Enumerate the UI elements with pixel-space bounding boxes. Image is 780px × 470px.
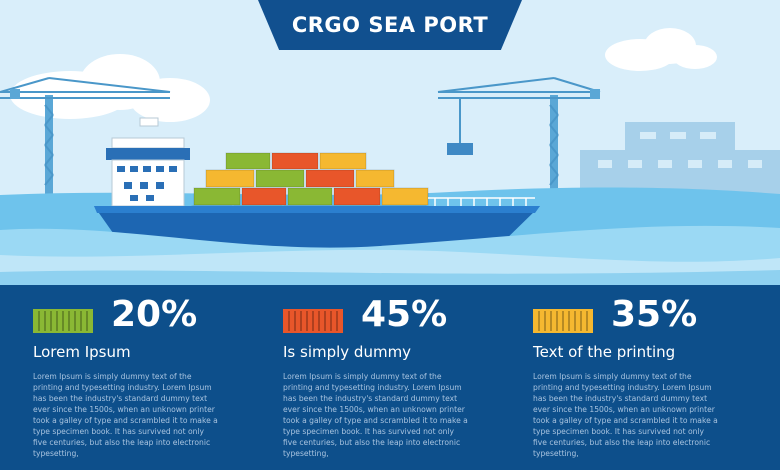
- building-icon: [580, 122, 780, 195]
- cloud-icon: [10, 28, 717, 122]
- container-icon: [533, 309, 593, 333]
- stats-panel: 20% Lorem Ipsum Lorem Ipsum is simply du…: [0, 285, 780, 470]
- crane-icon: [437, 77, 601, 195]
- stat-label: Is simply dummy: [283, 343, 412, 361]
- stat-block-3: 35% Text of the printing Lorem Ipsum is …: [533, 285, 753, 458]
- ship-hull: [94, 206, 540, 250]
- stat-label: Text of the printing: [533, 343, 676, 361]
- stat-description: Lorem Ipsum is simply dummy text of the …: [33, 372, 218, 458]
- stat-percent: 35%: [611, 294, 698, 335]
- container-icon: [33, 309, 93, 333]
- stat-percent: 20%: [111, 294, 198, 335]
- page-title: CRGO SEA PORT: [291, 13, 489, 37]
- stat-label: Lorem Ipsum: [33, 343, 131, 361]
- ship-bridge: [106, 117, 190, 207]
- stat-percent: 45%: [361, 294, 448, 335]
- stat-block-2: 45% Is simply dummy Lorem Ipsum is simpl…: [283, 285, 503, 458]
- crane-icon: [0, 77, 171, 195]
- container-icon: [283, 309, 343, 333]
- stat-block-1: 20% Lorem Ipsum Lorem Ipsum is simply du…: [33, 285, 253, 458]
- stat-description: Lorem Ipsum is simply dummy text of the …: [283, 372, 468, 458]
- stat-description: Lorem Ipsum is simply dummy text of the …: [533, 372, 718, 458]
- title-banner: CRGO SEA PORT: [258, 0, 522, 50]
